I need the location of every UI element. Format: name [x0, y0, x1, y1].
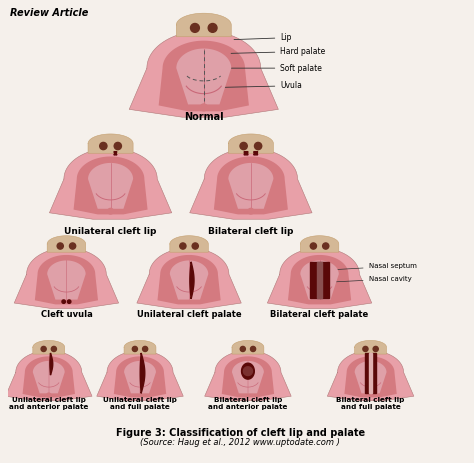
Text: Figure 3: Classification of cleft lip and palate: Figure 3: Classification of cleft lip an… [116, 428, 365, 438]
Text: Review Article: Review Article [10, 8, 89, 19]
Polygon shape [301, 261, 339, 300]
Polygon shape [33, 361, 64, 394]
Polygon shape [355, 361, 386, 394]
Polygon shape [372, 353, 376, 394]
Polygon shape [73, 156, 147, 214]
Polygon shape [159, 41, 249, 111]
Text: Nasal cavity: Nasal cavity [334, 276, 411, 282]
Polygon shape [369, 353, 372, 394]
Polygon shape [228, 134, 273, 153]
Polygon shape [328, 350, 414, 401]
Polygon shape [114, 152, 117, 155]
Text: Uvula: Uvula [207, 81, 302, 90]
Polygon shape [6, 350, 92, 401]
Text: Lip: Lip [234, 33, 292, 42]
Circle shape [363, 346, 368, 351]
Polygon shape [310, 262, 329, 298]
Circle shape [192, 243, 198, 249]
Circle shape [323, 243, 329, 249]
Text: Unilateral cleft lip
and anterior palate: Unilateral cleft lip and anterior palate [9, 397, 89, 410]
Polygon shape [88, 163, 133, 209]
Text: Unilateral cleft palate: Unilateral cleft palate [137, 310, 241, 319]
Circle shape [47, 393, 51, 397]
Polygon shape [14, 248, 118, 308]
Polygon shape [124, 340, 156, 354]
Polygon shape [35, 255, 98, 304]
Polygon shape [244, 152, 248, 155]
Text: Bilateral cleft lip: Bilateral cleft lip [208, 227, 293, 236]
Circle shape [180, 243, 186, 249]
Text: Nasal septum: Nasal septum [326, 263, 417, 270]
Circle shape [132, 346, 137, 351]
Polygon shape [170, 236, 208, 252]
Circle shape [255, 143, 262, 150]
Circle shape [310, 243, 317, 249]
Text: Unilateral cleft lip
and full palate: Unilateral cleft lip and full palate [103, 397, 177, 410]
Circle shape [41, 346, 46, 351]
Polygon shape [318, 262, 322, 298]
Text: Soft palate: Soft palate [226, 63, 322, 73]
Polygon shape [114, 357, 166, 397]
Polygon shape [288, 255, 351, 304]
Circle shape [240, 143, 247, 150]
Text: Bilateral cleft lip
and anterior palate: Bilateral cleft lip and anterior palate [208, 397, 288, 410]
Circle shape [67, 300, 71, 303]
Circle shape [201, 104, 207, 111]
Polygon shape [190, 149, 312, 219]
Polygon shape [124, 361, 156, 394]
Circle shape [51, 346, 56, 351]
Polygon shape [129, 31, 278, 117]
Polygon shape [205, 350, 291, 401]
Circle shape [100, 143, 107, 150]
Polygon shape [232, 340, 264, 354]
Polygon shape [23, 357, 75, 397]
Polygon shape [254, 152, 258, 155]
Text: Bilateral cleft lip
and full palate: Bilateral cleft lip and full palate [337, 397, 405, 410]
Polygon shape [157, 255, 221, 304]
Circle shape [114, 143, 121, 150]
Polygon shape [214, 156, 288, 214]
Circle shape [250, 346, 255, 351]
Text: Hard palate: Hard palate [231, 47, 326, 56]
Circle shape [208, 24, 217, 32]
Circle shape [248, 208, 254, 214]
Polygon shape [170, 261, 208, 300]
Polygon shape [88, 134, 133, 153]
Polygon shape [301, 236, 339, 252]
Polygon shape [190, 262, 194, 299]
Polygon shape [222, 357, 274, 397]
Polygon shape [47, 236, 86, 252]
Polygon shape [49, 149, 172, 219]
Text: (Source: Haug et al., 2012 www.uptodate.com ): (Source: Haug et al., 2012 www.uptodate.… [140, 438, 340, 447]
Polygon shape [47, 261, 86, 300]
Circle shape [191, 24, 200, 32]
Circle shape [240, 346, 246, 351]
Circle shape [373, 346, 378, 351]
Text: Cleft uvula: Cleft uvula [41, 310, 92, 319]
Polygon shape [242, 363, 255, 379]
Polygon shape [97, 350, 183, 401]
Polygon shape [137, 248, 241, 308]
Polygon shape [232, 361, 264, 394]
Polygon shape [243, 367, 253, 375]
Text: Normal: Normal [184, 113, 224, 122]
Circle shape [108, 208, 113, 214]
Polygon shape [33, 340, 64, 354]
Polygon shape [355, 340, 386, 354]
Circle shape [62, 300, 65, 303]
Text: Bilateral cleft palate: Bilateral cleft palate [271, 310, 369, 319]
Text: Unilateral cleft lip: Unilateral cleft lip [64, 227, 157, 236]
Circle shape [143, 346, 148, 351]
Polygon shape [267, 248, 372, 308]
Polygon shape [50, 353, 53, 375]
Polygon shape [140, 353, 145, 394]
Circle shape [70, 243, 76, 249]
Polygon shape [176, 13, 231, 37]
Polygon shape [176, 49, 231, 105]
Polygon shape [365, 353, 369, 394]
Circle shape [57, 243, 64, 249]
Polygon shape [228, 163, 273, 209]
Polygon shape [345, 357, 397, 397]
